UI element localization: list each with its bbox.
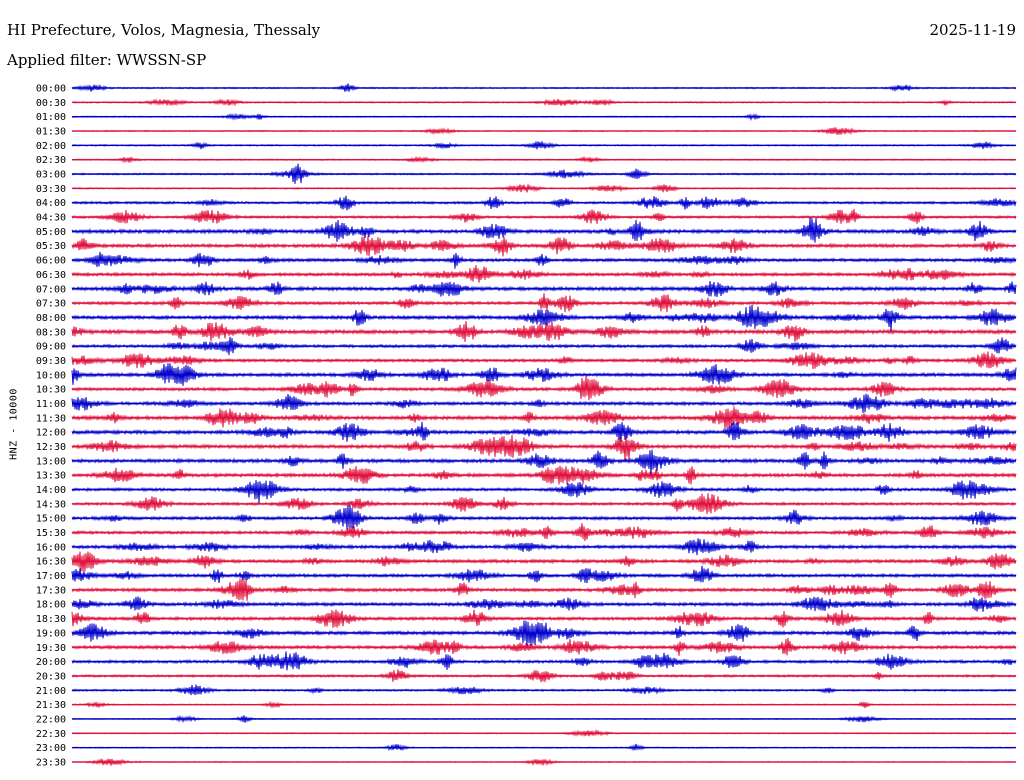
record-date: 2025-11-19 — [929, 21, 1016, 39]
time-label-0430: 04:30 — [36, 213, 66, 224]
time-label-2030: 20:30 — [36, 671, 66, 682]
time-label-1430: 14:30 — [36, 499, 66, 510]
time-label-0500: 05:00 — [36, 227, 66, 238]
time-label-1900: 19:00 — [36, 628, 66, 639]
time-label-0100: 01:00 — [36, 112, 66, 123]
time-label-1030: 10:30 — [36, 385, 66, 396]
time-label-1200: 12:00 — [36, 428, 66, 439]
time-label-0030: 00:30 — [36, 98, 66, 109]
time-label-1330: 13:30 — [36, 471, 66, 482]
time-label-0900: 09:00 — [36, 342, 66, 353]
time-label-0530: 05:30 — [36, 241, 66, 252]
time-label-0930: 09:30 — [36, 356, 66, 367]
time-label-1630: 16:30 — [36, 557, 66, 568]
time-label-2230: 22:30 — [36, 729, 66, 740]
time-label-1230: 12:30 — [36, 442, 66, 453]
time-label-0600: 06:00 — [36, 256, 66, 267]
time-label-1730: 17:30 — [36, 585, 66, 596]
time-label-1830: 18:30 — [36, 614, 66, 625]
time-label-1600: 16:00 — [36, 542, 66, 553]
time-label-1000: 10:00 — [36, 370, 66, 381]
time-label-2100: 21:00 — [36, 686, 66, 697]
trace-1930 — [71, 637, 1017, 656]
time-label-0300: 03:00 — [36, 170, 66, 181]
applied-filter: Applied filter: WWSSN-SP — [7, 51, 207, 69]
time-label-1500: 15:00 — [36, 514, 66, 525]
time-label-1700: 17:00 — [36, 571, 66, 582]
time-label-0230: 02:30 — [36, 155, 66, 166]
trace-2000 — [71, 651, 1017, 671]
time-label-0200: 02:00 — [36, 141, 66, 152]
time-label-1930: 19:30 — [36, 643, 66, 654]
time-label-0630: 06:30 — [36, 270, 66, 281]
time-label-2000: 20:00 — [36, 657, 66, 668]
time-label-1400: 14:00 — [36, 485, 66, 496]
trace-1700 — [71, 565, 1017, 584]
time-label-0830: 08:30 — [36, 327, 66, 338]
time-label-2130: 21:30 — [36, 700, 66, 711]
time-label-1130: 11:30 — [36, 413, 66, 424]
time-label-1530: 15:30 — [36, 528, 66, 539]
time-label-0330: 03:30 — [36, 184, 66, 195]
trace-1030 — [71, 375, 1017, 401]
time-label-1300: 13:00 — [36, 456, 66, 467]
time-label-0130: 01:30 — [36, 127, 66, 138]
time-label-0730: 07:30 — [36, 299, 66, 310]
time-label-2200: 22:00 — [36, 714, 66, 725]
trace-1130 — [71, 406, 1017, 429]
time-label-0800: 08:00 — [36, 313, 66, 324]
trace-1500 — [71, 505, 1017, 530]
time-label-2330: 23:30 — [36, 757, 66, 768]
time-label-1100: 11:00 — [36, 399, 66, 410]
station-title: HI Prefecture, Volos, Magnesia, Thessaly — [7, 21, 321, 39]
time-label-1800: 18:00 — [36, 600, 66, 611]
trace-1400 — [71, 480, 1017, 503]
time-label-2300: 23:00 — [36, 743, 66, 754]
time-label-0700: 07:00 — [36, 284, 66, 295]
time-label-0000: 00:00 — [36, 84, 66, 95]
time-label-0400: 04:00 — [36, 198, 66, 209]
trace-1230 — [71, 434, 1017, 461]
